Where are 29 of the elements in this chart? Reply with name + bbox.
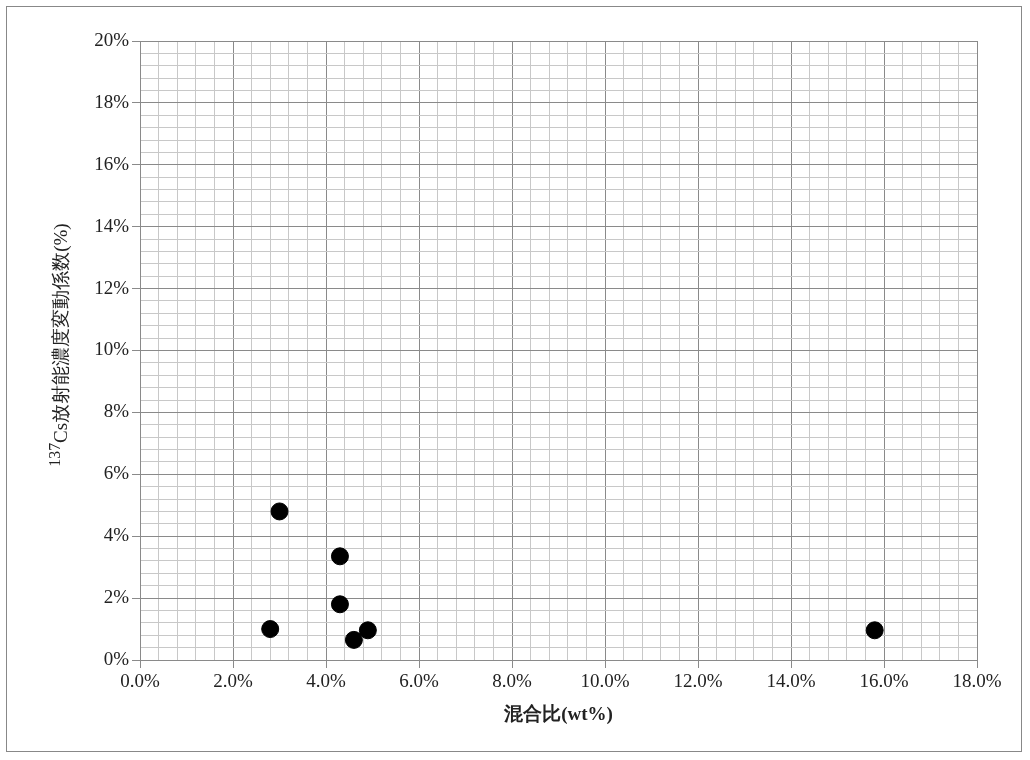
point xyxy=(865,621,884,640)
x-tick-label: 18.0% xyxy=(952,670,1002,692)
y-tick-label: 2% xyxy=(103,586,130,608)
y-tick-label: 16% xyxy=(94,152,130,174)
y-tick-label: 0% xyxy=(103,647,130,669)
y-tick-label: 14% xyxy=(94,214,130,236)
y-tick-label: 20% xyxy=(94,28,130,50)
y-tick-label: 12% xyxy=(94,276,130,298)
x-tick-label: 10.0% xyxy=(580,670,630,692)
x-tick-label: 8.0% xyxy=(492,670,532,692)
point xyxy=(330,595,349,614)
x-tick-label: 2.0% xyxy=(213,670,253,692)
y-tick-label: 18% xyxy=(94,90,130,112)
x-tick-label: 14.0% xyxy=(766,670,816,692)
point xyxy=(344,630,363,649)
x-tick-label: 16.0% xyxy=(859,670,909,692)
y-tick-label: 6% xyxy=(103,462,130,484)
point xyxy=(358,621,377,640)
x-tick-label: 6.0% xyxy=(399,670,439,692)
x-tick-label: 0.0% xyxy=(120,670,160,692)
x-axis-title: 混合比(wt%) xyxy=(503,702,613,725)
y-tick-label: 8% xyxy=(103,400,130,422)
point xyxy=(270,502,289,521)
x-tick-label: 12.0% xyxy=(673,670,723,692)
x-tick-label: 4.0% xyxy=(306,670,346,692)
y-tick-label: 10% xyxy=(94,338,130,360)
point xyxy=(261,620,280,639)
y-tick-label: 4% xyxy=(103,524,130,546)
point xyxy=(330,547,349,566)
